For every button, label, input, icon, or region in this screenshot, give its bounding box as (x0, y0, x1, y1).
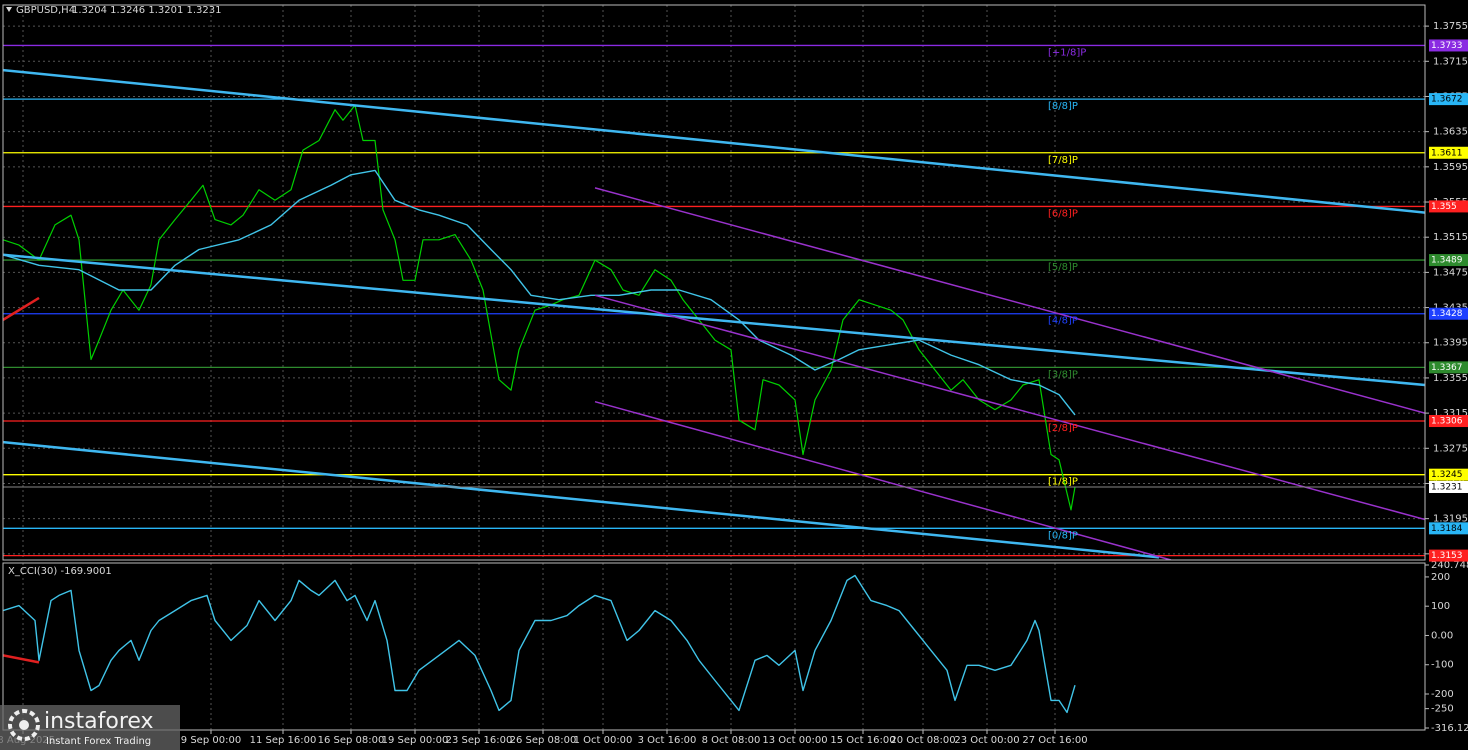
x-tick-label: 8 Oct 08:00 (702, 735, 761, 746)
y-tick-label: 1.3395 (1433, 338, 1468, 349)
series-line (3, 68, 1425, 214)
series-line (3, 104, 1076, 511)
x-tick-label: 23 Oct 00:00 (954, 735, 1019, 746)
price-tag (1429, 39, 1468, 52)
level-label: [8/8]P (1048, 101, 1078, 112)
y-tick-label: 100 (1431, 601, 1450, 612)
ohlc: 1.3204 1.3246 1.3201 1.3231 (72, 5, 222, 16)
y-tick-label: -100 (1431, 660, 1454, 671)
series-line (594, 187, 1425, 414)
price-tag-label: 1.355 (1431, 202, 1457, 212)
x-tick-label: 11 Sep 16:00 (250, 735, 317, 746)
chart-title: GBPUSD,H4 (16, 5, 75, 16)
price-tag (1429, 146, 1468, 159)
price-tag-label: 1.3184 (1431, 524, 1463, 534)
y-tick-label: 1.3595 (1433, 162, 1468, 173)
x-tick-label: 27 Oct 16:00 (1022, 735, 1087, 746)
price-tag (1429, 307, 1468, 320)
watermark: instaforex Instant Forex Trading (0, 705, 180, 750)
logo-dot (19, 720, 29, 730)
price-tag (1429, 254, 1468, 267)
x-tick-label: 15 Oct 16:00 (830, 735, 895, 746)
series-line (3, 574, 1076, 714)
x-tick-label: 20 Oct 08:00 (890, 735, 955, 746)
x-tick-label: 9 Sep 00:00 (181, 735, 241, 746)
y-tick-label: 0.00 (1431, 630, 1453, 641)
x-tick-label: 3 Oct 16:00 (638, 735, 697, 746)
series-line (3, 169, 1076, 416)
tagline: Instant Forex Trading (46, 736, 151, 747)
series-line (3, 253, 1425, 387)
brand: instaforex (44, 709, 154, 734)
y-tick-label: 1.3755 (1433, 21, 1468, 32)
series-line (3, 440, 1160, 559)
level-label: [7/8]P (1048, 155, 1078, 166)
y-tick-label: 200 (1431, 572, 1450, 583)
price-tag-label: 1.3306 (1431, 417, 1463, 427)
y-tick-label: 1.3515 (1433, 232, 1468, 243)
logo-icon (8, 709, 40, 741)
level-label: [3/8]P (1048, 369, 1078, 380)
y-tick-label: 1.3635 (1433, 127, 1468, 138)
price-tag (1429, 93, 1468, 106)
y-tick-label: 1.3315 (1433, 408, 1468, 419)
x-tick-label: 13 Oct 00:00 (762, 735, 827, 746)
x-tick-label: 16 Sep 08:00 (318, 735, 385, 746)
price-tag-label: 1.3245 (1431, 470, 1463, 480)
price-tag (1429, 480, 1468, 493)
series-line (594, 400, 1172, 560)
watermark-box (0, 705, 180, 750)
y-tick-label: 1.3275 (1433, 443, 1468, 454)
price-tag-label: 1.3672 (1431, 95, 1463, 105)
level-label: [0/8]P (1048, 530, 1078, 541)
price-tag-label: 1.3153 (1431, 551, 1463, 561)
price-tag (1429, 468, 1468, 481)
level-label: [+1/8]P (1048, 47, 1086, 58)
main-frame (2, 4, 1426, 561)
level-label: [2/8]P (1048, 423, 1078, 434)
level-label: [1/8]P (1048, 477, 1078, 488)
y-tick-label: -200 (1431, 689, 1454, 700)
price-tag-label: 1.3428 (1431, 309, 1463, 319)
y-tick-label: 240.7484 (1431, 560, 1468, 571)
price-tag-label: 1.3231 (1431, 482, 1463, 492)
x-tick-label: 26 Sep 08:00 (510, 735, 577, 746)
y-tick-label: -250 (1431, 704, 1454, 715)
series-line (594, 294, 1425, 521)
y-tick-label: 1.3715 (1433, 56, 1468, 67)
price-tag-label: 1.3611 (1431, 148, 1463, 158)
y-tick-label: -316.129 (1431, 723, 1468, 734)
cci-title: X_CCI(30) -169.9001 (8, 566, 112, 577)
price-tag (1429, 200, 1468, 213)
series-line (3, 296, 40, 321)
x-tick-label: 19 Sep 00:00 (382, 735, 449, 746)
y-tick-label: 1.3355 (1433, 373, 1468, 384)
price-tag (1429, 549, 1468, 562)
price-tag-label: 1.3489 (1431, 256, 1463, 266)
x-tick-label: 23 Sep 16:00 (446, 735, 513, 746)
series-line (3, 654, 40, 664)
x-tick-label: 1 Oct 00:00 (574, 735, 633, 746)
price-tag-label: 1.3367 (1431, 363, 1463, 373)
price-tag (1429, 522, 1468, 535)
price-tag (1429, 415, 1468, 428)
price-tag (1429, 361, 1468, 374)
level-label: [5/8]P (1048, 262, 1078, 273)
y-tick-label: 1.3195 (1433, 514, 1468, 525)
cci-frame (2, 562, 1426, 731)
menu-arrow[interactable] (6, 7, 12, 12)
price-tag-label: 1.3733 (1431, 41, 1463, 51)
level-label: [6/8]P (1048, 208, 1078, 219)
level-label: [4/8]P (1048, 316, 1078, 327)
y-tick-label: 1.3475 (1433, 267, 1468, 278)
